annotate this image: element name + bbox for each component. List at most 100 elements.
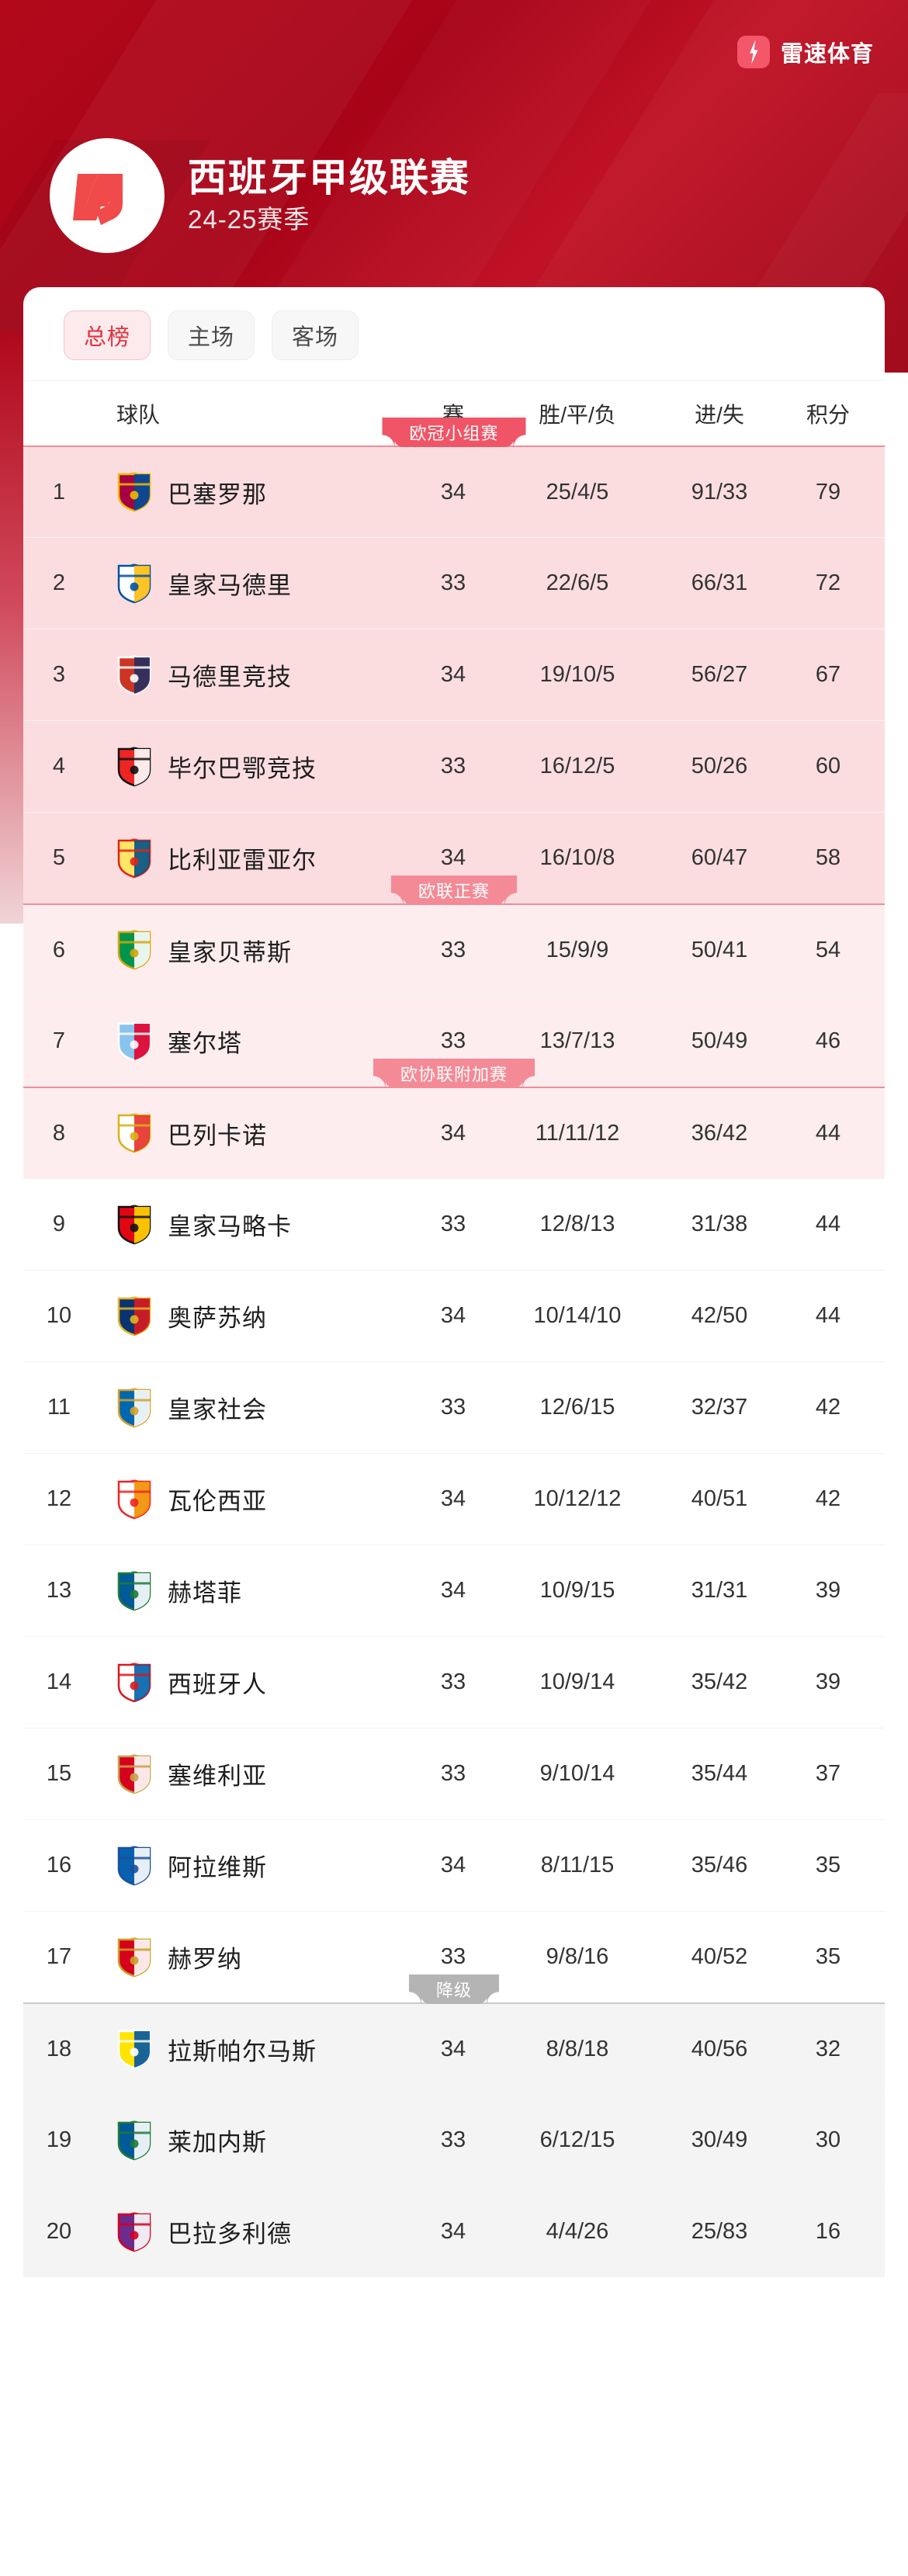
standings-tabs: 总榜 主场 客场: [23, 287, 885, 380]
row-wdl: 4/4/26: [546, 2219, 609, 2244]
row-points: 72: [815, 570, 841, 595]
row-goals: 36/42: [691, 1120, 748, 1146]
team-crest-icon: [116, 1937, 152, 1978]
table-row[interactable]: 15 塞维利亚 33 9/10/14 35/44 37: [23, 1728, 885, 1819]
row-team[interactable]: 赫罗纳: [95, 1937, 405, 1978]
row-goals: 56/27: [691, 662, 748, 687]
row-wdl: 10/14/10: [533, 1303, 622, 1328]
row-team[interactable]: 拉斯帕尔马斯: [95, 2029, 405, 2069]
table-row[interactable]: 欧协联附加赛 8 巴列卡诺 34 11/11/12 36/42 44: [23, 1059, 885, 1178]
team-name: 毕尔巴鄂竞技: [168, 755, 317, 782]
row-team[interactable]: 塞维利亚: [95, 1754, 405, 1794]
team-name: 马德里竞技: [168, 664, 292, 691]
row-rank: 7: [52, 1028, 66, 1053]
table-row[interactable]: 12 瓦伦西亚 34 10/12/12 40/51 42: [23, 1453, 885, 1545]
row-goals: 40/56: [691, 2036, 748, 2061]
row-played: 34: [440, 1303, 466, 1328]
team-crest-icon: [116, 1296, 152, 1337]
row-wdl: 10/9/14: [539, 1669, 615, 1694]
row-wdl: 9/10/14: [539, 1761, 615, 1786]
row-team[interactable]: 阿拉维斯: [95, 1846, 405, 1886]
row-team[interactable]: 奥萨苏纳: [95, 1296, 405, 1337]
team-name: 瓦伦西亚: [168, 1488, 267, 1515]
row-points: 35: [815, 1853, 841, 1877]
row-points: 44: [815, 1212, 841, 1236]
row-team[interactable]: 赫塔菲: [95, 1571, 405, 1611]
standings-card: 总榜 主场 客场 球队 赛 胜/平/负 进/失 积分 欧冠小组赛 1 巴塞罗那 34 2…: [23, 287, 885, 2277]
header-wdl: 胜/平/负: [539, 402, 616, 427]
row-points: 42: [815, 1486, 841, 1511]
row-goals: 40/51: [691, 1486, 748, 1511]
team-name: 西班牙人: [168, 1671, 267, 1698]
row-team[interactable]: 皇家社会: [95, 1388, 405, 1428]
header-goals: 进/失: [695, 402, 744, 427]
table-row[interactable]: 16 阿拉维斯 34 8/11/15 35/46 35: [23, 1819, 885, 1911]
table-row[interactable]: 10 奥萨苏纳 34 10/14/10 42/50 44: [23, 1270, 885, 1361]
table-row[interactable]: 3 马德里竞技 34 19/10/5 56/27 67: [23, 629, 885, 720]
row-goals: 50/41: [691, 937, 748, 962]
row-rank: 11: [47, 1395, 71, 1420]
team-name: 巴塞罗那: [168, 480, 267, 508]
row-points: 44: [815, 1303, 841, 1328]
table-row[interactable]: 13 赫塔菲 34 10/9/15 31/31 39: [23, 1545, 885, 1636]
row-goals: 25/83: [691, 2219, 748, 2244]
row-team[interactable]: 皇家贝蒂斯: [95, 930, 405, 970]
row-rank: 13: [46, 1578, 72, 1603]
row-team[interactable]: 巴塞罗那: [95, 472, 405, 512]
table-row[interactable]: 2 皇家马德里 33 22/6/5 66/31 72: [23, 537, 885, 629]
row-wdl: 16/10/8: [539, 845, 615, 870]
table-row[interactable]: 欧联正赛 6 皇家贝蒂斯 33 15/9/9 50/41 54: [23, 875, 885, 995]
row-goals: 31/31: [691, 1578, 748, 1603]
table-header-row: 球队 赛 胜/平/负 进/失 积分: [23, 380, 885, 446]
row-team[interactable]: 瓦伦西亚: [95, 1479, 405, 1520]
row-goals: 50/49: [691, 1028, 748, 1053]
table-row[interactable]: 19 莱加内斯 33 6/12/15 30/49 30: [23, 2094, 885, 2186]
row-rank: 1: [52, 479, 66, 504]
row-goals: 50/26: [691, 754, 748, 778]
table-row[interactable]: 11 皇家社会 33 12/6/15 32/37 42: [23, 1361, 885, 1453]
team-crest-icon: [116, 1571, 152, 1611]
table-row[interactable]: 降级 18 拉斯帕尔马斯 34 8/8/18 40/56 32: [23, 1974, 885, 2094]
tab-away[interactable]: 客场: [272, 310, 359, 360]
table-row[interactable]: 14 西班牙人 33 10/9/14 35/42 39: [23, 1636, 885, 1728]
row-team[interactable]: 比利亚雷亚尔: [95, 838, 405, 879]
row-played: 33: [440, 1395, 466, 1420]
team-crest-icon: [116, 1479, 152, 1520]
team-crest-icon: [116, 472, 152, 512]
row-team[interactable]: 巴拉多利德: [95, 2212, 405, 2252]
row-team[interactable]: 塞尔塔: [95, 1021, 405, 1062]
table-row[interactable]: 7 塞尔塔 33 13/7/13 50/49 46: [23, 995, 885, 1087]
team-name: 皇家贝蒂斯: [168, 938, 292, 966]
table-row[interactable]: 4 毕尔巴鄂竞技 33 16/12/5 50/26 60: [23, 720, 885, 812]
team-crest-icon: [116, 1846, 152, 1886]
tab-overall[interactable]: 总榜: [64, 310, 151, 360]
table-row[interactable]: 20 巴拉多利德 34 4/4/26 25/83 16: [23, 2186, 885, 2277]
row-rank: 15: [46, 1761, 72, 1786]
team-name: 奥萨苏纳: [168, 1305, 267, 1332]
row-rank: 3: [52, 662, 66, 687]
row-played: 33: [440, 570, 466, 595]
team-crest-icon: [116, 1662, 152, 1703]
row-wdl: 12/8/13: [539, 1212, 615, 1236]
table-row[interactable]: 9 皇家马略卡 33 12/8/13 31/38 44: [23, 1178, 885, 1270]
row-team[interactable]: 皇家马略卡: [95, 1205, 405, 1245]
table-row[interactable]: 欧冠小组赛 1 巴塞罗那 34 25/4/5 91/33 79: [23, 418, 885, 537]
row-team[interactable]: 莱加内斯: [95, 2120, 405, 2161]
row-team[interactable]: 马德里竞技: [95, 655, 405, 695]
row-rank: 10: [46, 1303, 72, 1328]
tab-home[interactable]: 主场: [168, 310, 255, 360]
row-points: 54: [815, 937, 841, 962]
row-team[interactable]: 皇家马德里: [95, 563, 405, 604]
row-rank: 8: [52, 1120, 66, 1146]
zone-tag: 欧协联附加赛: [373, 1059, 535, 1088]
team-crest-icon: [116, 563, 152, 604]
row-team[interactable]: 西班牙人: [95, 1662, 405, 1703]
team-name: 巴列卡诺: [168, 1122, 267, 1149]
row-played: 34: [440, 1120, 466, 1146]
row-played: 34: [440, 479, 466, 504]
row-played: 34: [440, 1578, 466, 1603]
team-crest-icon: [116, 747, 152, 787]
row-team[interactable]: 巴列卡诺: [95, 1113, 405, 1153]
row-team[interactable]: 毕尔巴鄂竞技: [95, 747, 405, 787]
